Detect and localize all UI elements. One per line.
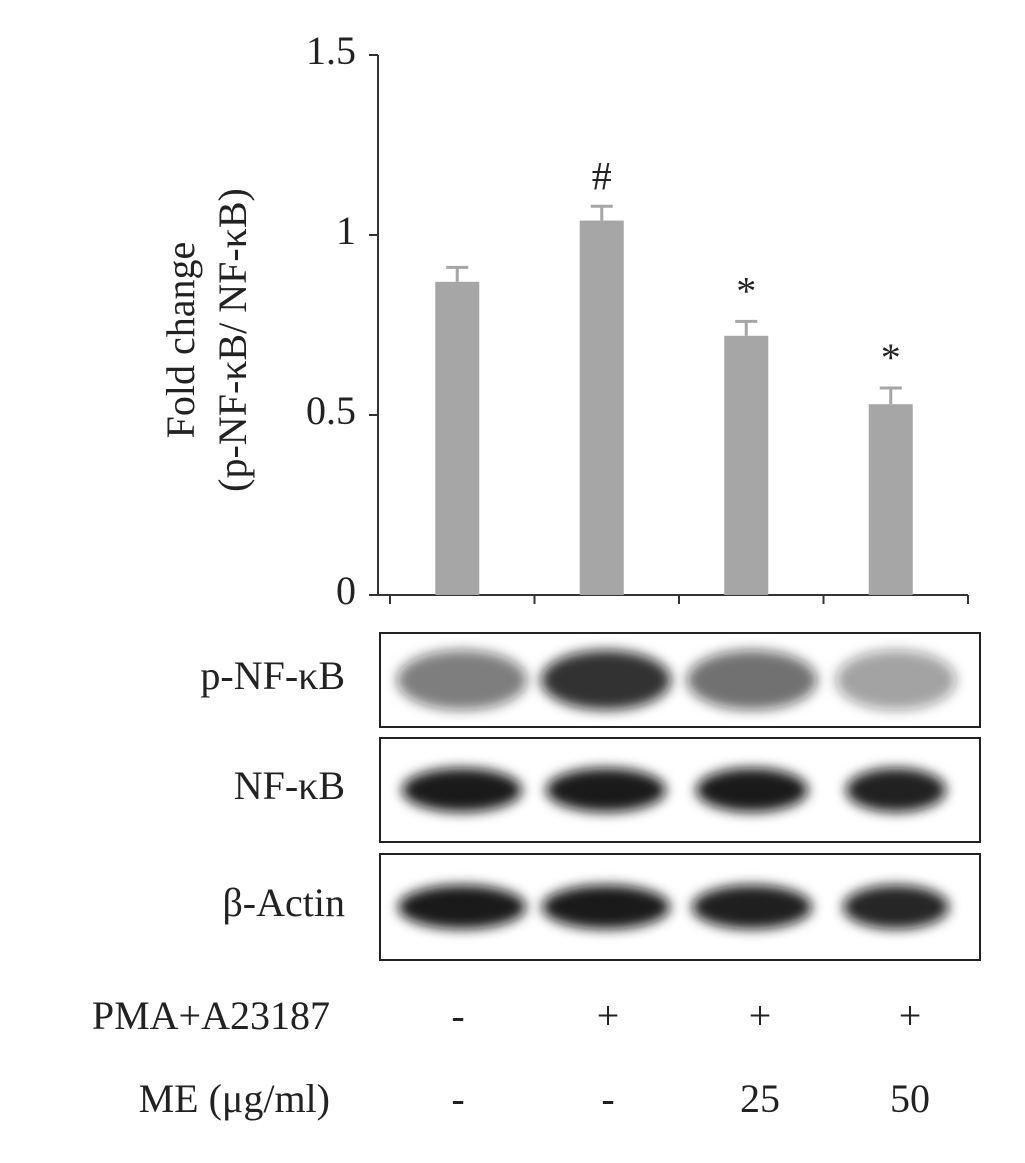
blot-band — [402, 768, 522, 812]
blot-band — [687, 650, 817, 710]
blot-label: p-NF-κB — [200, 653, 345, 698]
blot-band — [398, 885, 526, 929]
error-bar — [879, 386, 902, 405]
y-tick-label: 0.5 — [306, 388, 356, 433]
blot-band — [541, 650, 671, 710]
blot-band — [546, 768, 666, 812]
blot-band — [846, 768, 946, 812]
blot-bands — [402, 768, 946, 812]
y-axis-title: Fold change (p-NF-κB/ NF-κB) — [158, 188, 255, 492]
blot-band — [542, 885, 670, 929]
treatment-label: PMA+A23187 — [92, 993, 330, 1038]
blot-label: NF-κB — [234, 763, 345, 808]
blot-band — [397, 650, 527, 710]
treatment-value: - — [451, 993, 464, 1038]
treatment-value: - — [601, 1076, 614, 1121]
blot-band — [843, 885, 949, 929]
treatment-value: 50 — [890, 1076, 930, 1121]
bar — [868, 404, 913, 595]
y-tick-label: 1.5 — [306, 28, 356, 73]
treatment-value: + — [749, 993, 772, 1038]
treatment-value: + — [899, 993, 922, 1038]
annotation: * — [736, 269, 756, 314]
error-bar — [590, 204, 613, 221]
blot-band — [836, 650, 956, 710]
treatment-label: ME (μg/ml) — [139, 1076, 330, 1121]
blot-band — [692, 885, 812, 929]
treatment-value: - — [451, 1076, 464, 1121]
error-bar — [735, 319, 758, 336]
bar — [724, 335, 769, 595]
annotation: * — [881, 335, 901, 380]
treatment-value: + — [597, 993, 620, 1038]
y-label-line: (p-NF-κB/ NF-κB) — [210, 188, 255, 492]
treatment-value: 25 — [740, 1076, 780, 1121]
annotation: # — [592, 153, 612, 198]
blot-bands — [398, 885, 949, 929]
blot-band — [696, 768, 808, 812]
error-bar — [446, 265, 469, 282]
bar — [579, 220, 624, 595]
y-label-line: Fold change — [158, 242, 203, 439]
y-tick-label: 1 — [336, 208, 356, 253]
bar — [435, 281, 480, 595]
blot-label: β-Actin — [222, 880, 345, 925]
blot-bands — [397, 650, 956, 710]
y-tick-label: 0 — [336, 568, 356, 613]
